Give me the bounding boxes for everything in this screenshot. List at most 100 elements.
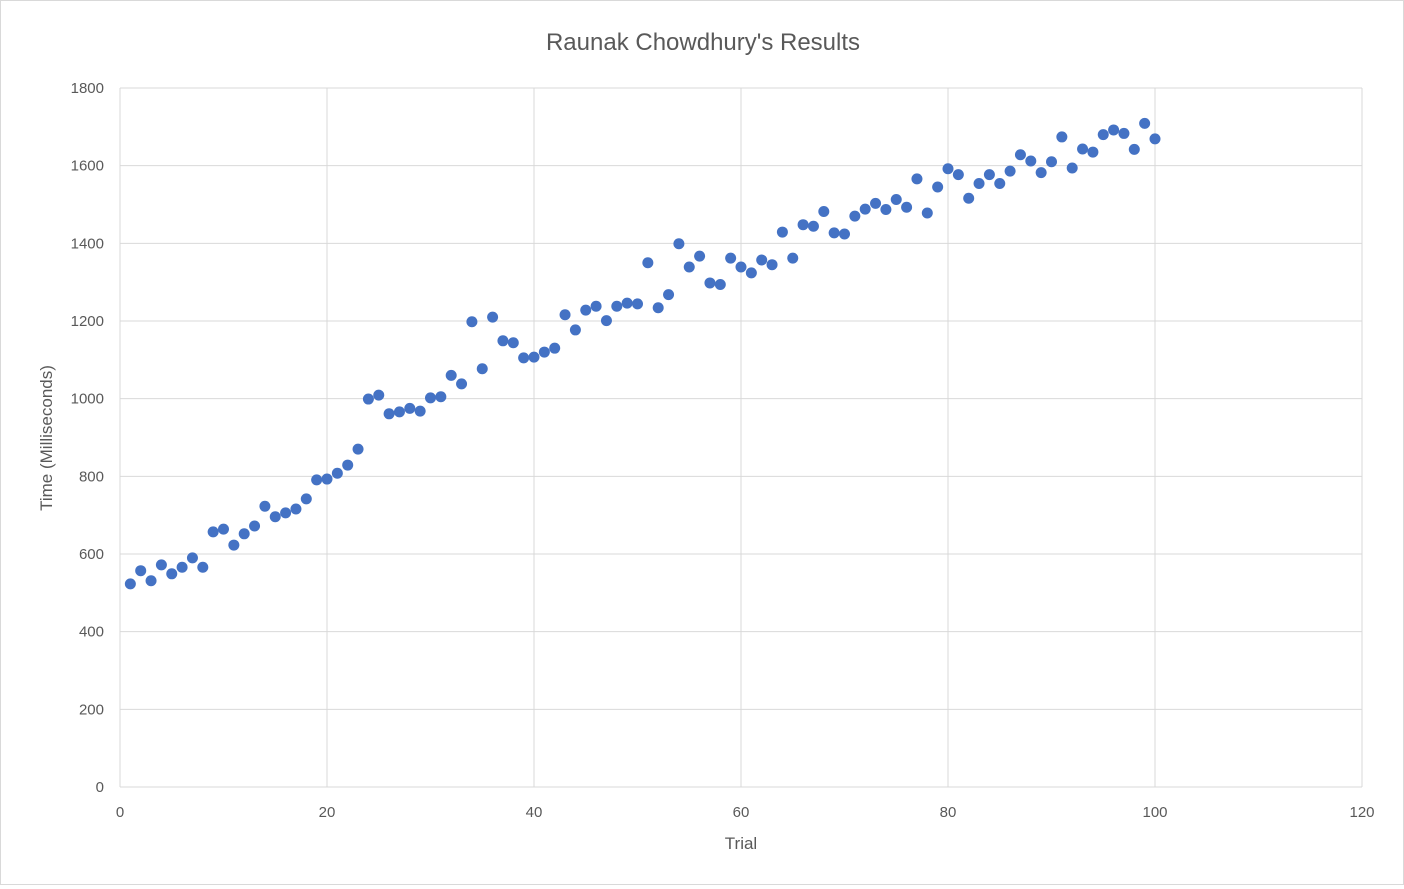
data-point xyxy=(890,193,902,205)
data-point xyxy=(383,408,395,420)
data-point xyxy=(487,311,499,323)
data-point xyxy=(776,226,788,238)
data-point xyxy=(704,277,716,289)
data-point xyxy=(849,210,861,222)
data-point xyxy=(983,169,995,181)
data-point xyxy=(404,402,416,414)
data-point xyxy=(425,392,436,404)
data-point xyxy=(269,511,281,523)
data-point xyxy=(135,565,147,577)
data-point xyxy=(673,238,685,250)
data-point xyxy=(342,459,354,471)
data-point xyxy=(1025,155,1037,167)
data-point xyxy=(528,351,540,363)
y-tick-label: 600 xyxy=(79,546,104,563)
data-point xyxy=(238,528,250,540)
data-point xyxy=(756,254,768,266)
data-point xyxy=(1149,133,1161,145)
data-point xyxy=(362,393,374,405)
data-point xyxy=(311,474,323,486)
data-point xyxy=(507,337,519,349)
data-point xyxy=(207,526,219,538)
data-point xyxy=(1014,149,1026,161)
data-point xyxy=(632,298,643,310)
data-point xyxy=(590,300,602,312)
x-tick-label: 80 xyxy=(940,804,957,821)
data-point xyxy=(973,178,985,190)
data-point xyxy=(652,302,664,314)
gridlines xyxy=(119,87,1363,788)
data-point xyxy=(663,289,675,301)
data-point xyxy=(642,257,654,269)
data-point xyxy=(456,378,468,390)
data-point xyxy=(694,250,706,262)
x-axis-title: Trial xyxy=(725,834,757,853)
data-point xyxy=(145,575,157,587)
data-point xyxy=(611,300,623,312)
data-point xyxy=(1046,156,1057,168)
x-tick-label: 20 xyxy=(319,804,336,821)
data-point xyxy=(714,278,726,290)
data-point xyxy=(218,523,229,535)
x-tick-label: 60 xyxy=(733,804,750,821)
data-point xyxy=(580,304,592,316)
data-point xyxy=(1035,167,1047,179)
y-tick-label: 1600 xyxy=(71,158,104,175)
data-point xyxy=(331,467,343,479)
data-point xyxy=(497,335,509,347)
data-point xyxy=(901,201,913,213)
data-point xyxy=(828,227,840,239)
y-axis-ticks: 0 200 400 600 800 1000 1200 1400 1600 1800 xyxy=(71,80,104,796)
data-point xyxy=(445,369,457,381)
data-point xyxy=(766,259,778,271)
data-point xyxy=(745,267,757,279)
data-point xyxy=(683,261,695,273)
data-point xyxy=(176,561,188,573)
y-tick-label: 1000 xyxy=(71,391,104,408)
x-tick-label: 40 xyxy=(526,804,543,821)
data-point xyxy=(518,352,530,364)
data-point xyxy=(249,520,261,532)
y-tick-label: 1200 xyxy=(71,313,104,330)
y-tick-label: 200 xyxy=(79,701,104,718)
data-series xyxy=(124,117,1161,590)
data-point xyxy=(600,315,612,327)
data-point xyxy=(818,205,830,217)
data-point xyxy=(569,324,581,336)
data-point xyxy=(1056,131,1068,143)
data-point xyxy=(994,178,1006,190)
data-point xyxy=(538,346,550,358)
data-point xyxy=(1097,129,1109,141)
data-point xyxy=(166,568,178,580)
data-point xyxy=(1066,162,1078,174)
data-point xyxy=(197,561,209,573)
data-point xyxy=(621,297,633,309)
data-point xyxy=(393,406,405,418)
chart-title: Raunak Chowdhury's Results xyxy=(546,29,860,56)
data-point xyxy=(787,252,799,264)
data-point xyxy=(559,309,571,321)
y-tick-label: 1400 xyxy=(71,235,104,252)
data-point xyxy=(352,443,364,455)
data-point xyxy=(1077,143,1089,155)
data-point xyxy=(839,228,850,240)
data-point xyxy=(476,363,488,375)
x-tick-label: 120 xyxy=(1349,804,1374,821)
data-point xyxy=(373,389,385,401)
data-point xyxy=(280,507,292,519)
data-point xyxy=(466,316,478,328)
data-point xyxy=(942,163,954,175)
data-point xyxy=(725,252,737,264)
data-point xyxy=(1139,117,1151,129)
data-point xyxy=(921,207,933,219)
data-point xyxy=(932,181,944,193)
y-axis-title: Time (Milliseconds) xyxy=(37,365,56,511)
data-point xyxy=(186,552,198,564)
data-point xyxy=(1108,124,1120,136)
y-tick-label: 0 xyxy=(96,779,104,796)
data-point xyxy=(321,473,333,485)
x-tick-label: 0 xyxy=(116,804,124,821)
x-axis-ticks: 0 20 40 60 80 100 120 xyxy=(116,804,1375,821)
data-point xyxy=(797,219,809,231)
